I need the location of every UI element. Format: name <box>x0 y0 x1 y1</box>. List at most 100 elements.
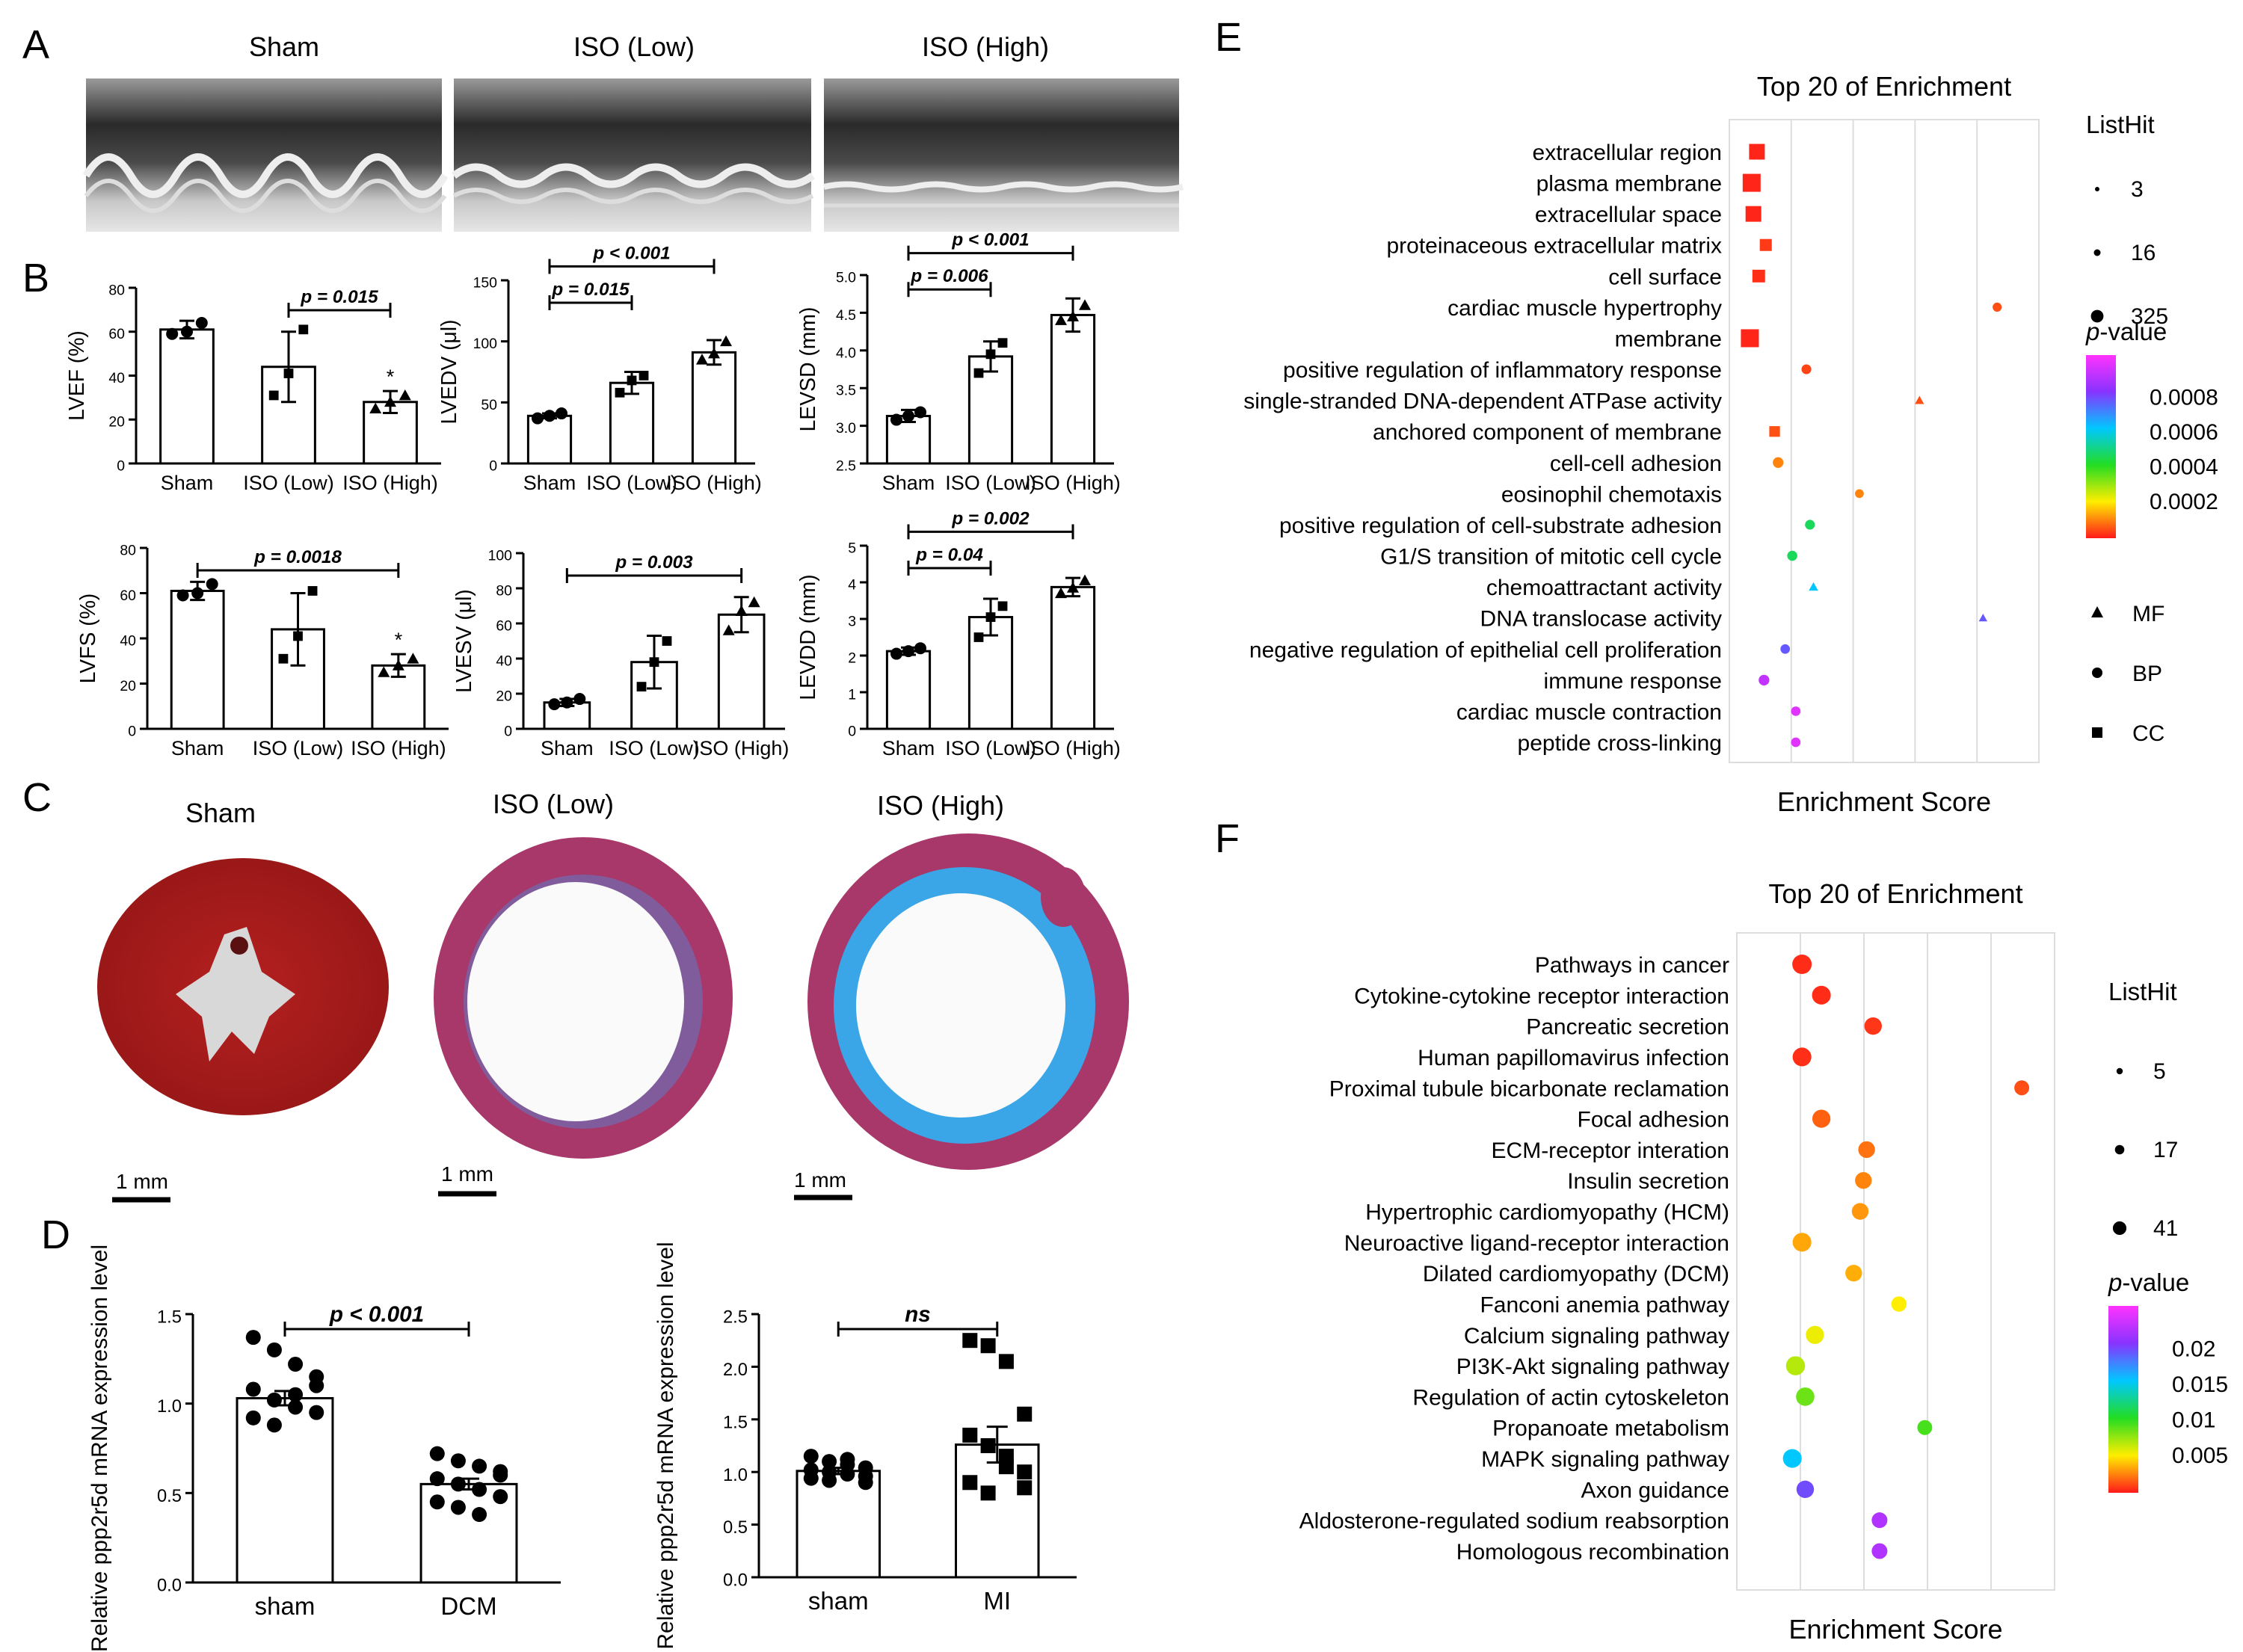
category-label: ISO (Low) <box>945 472 1036 494</box>
legend-pvalue-tick: 0.0006 <box>2150 420 2218 445</box>
term-label: Pathways in cancer <box>1535 953 1729 978</box>
y-tick-label: 0 <box>489 457 497 474</box>
data-point <box>399 389 411 401</box>
data-point <box>1079 574 1092 585</box>
data-point <box>288 1387 304 1402</box>
y-tick-label: 60 <box>120 588 136 604</box>
data-point-circle <box>1851 1203 1869 1220</box>
legend-size-dot <box>2116 1067 2123 1075</box>
y-tick-label: 1.0 <box>157 1396 182 1417</box>
data-point-circle <box>1917 1420 1933 1435</box>
y-tick-label: 1 <box>848 686 856 703</box>
data-point <box>1067 310 1079 321</box>
echo-image-sham <box>82 78 449 232</box>
data-point <box>822 1473 837 1488</box>
data-point <box>890 647 902 660</box>
data-point <box>407 653 419 664</box>
category-label: Sham <box>882 472 935 494</box>
term-label: proteinaceous extracellular matrix <box>1386 234 1722 259</box>
data-point <box>278 653 289 664</box>
data-point <box>722 624 735 635</box>
scale-bar-label: 1 mm <box>794 1168 846 1192</box>
y-tick-label: 0 <box>128 723 136 739</box>
data-point-circle <box>1787 550 1797 561</box>
data-point <box>998 1354 1014 1369</box>
term-label: Neuroactive ligand-receptor interaction <box>1344 1231 1729 1256</box>
legend-pvalue-title: p-value <box>2108 1269 2189 1296</box>
significance-label: ns <box>905 1302 931 1327</box>
bar <box>1050 585 1096 730</box>
y-axis-label: LVEDV (μl) <box>437 319 461 424</box>
bar <box>236 1396 334 1584</box>
term-label: cell-cell adhesion <box>1550 451 1722 476</box>
y-tick-label: 20 <box>496 688 512 704</box>
data-point <box>985 349 996 360</box>
y-tick-label: 60 <box>108 326 125 342</box>
data-point <box>615 387 625 398</box>
plot-frame <box>1736 932 2055 1591</box>
y-tick-label: 5 <box>848 540 856 556</box>
term-label: Aldosterone-regulated sodium reabsorptio… <box>1299 1509 1729 1534</box>
enrichment-title: Top 20 of Enrichment <box>1757 71 2011 102</box>
data-point <box>662 636 672 646</box>
y-tick-label: 2.0 <box>723 1360 748 1380</box>
y-tick-label: 50 <box>481 397 497 413</box>
data-point <box>544 410 556 422</box>
category-label: ISO (Low) <box>243 472 334 494</box>
data-point <box>695 354 708 365</box>
y-axis-label: Relative ppp2r5d mRNA expression level <box>653 1242 678 1649</box>
term-label: Propanoate metabolism <box>1492 1417 1729 1441</box>
data-point-circle <box>1812 985 1831 1005</box>
data-point <box>998 1459 1014 1475</box>
y-axis-label: LEVSD (mm) <box>796 307 820 432</box>
data-point <box>914 406 927 419</box>
legend-size-label: 41 <box>2153 1216 2178 1241</box>
data-point <box>973 368 984 378</box>
data-point-circle <box>1791 737 1801 748</box>
legend-size-label: 325 <box>2131 304 2168 329</box>
data-point-circle <box>1785 1356 1806 1375</box>
data-point <box>429 1446 445 1461</box>
category-label: ISO (Low) <box>945 737 1036 759</box>
term-label: plasma membrane <box>1536 172 1722 197</box>
y-tick-label: 3 <box>848 613 856 629</box>
data-point <box>980 1485 996 1501</box>
data-point <box>962 1475 978 1491</box>
data-point <box>962 1427 978 1443</box>
significance-label: p = 0.015 <box>300 287 378 307</box>
echo-title-sham: Sham <box>249 31 319 62</box>
data-point <box>822 1454 837 1470</box>
data-point <box>309 1405 324 1420</box>
y-tick-label: 80 <box>496 582 512 599</box>
category-label: MI <box>983 1587 1011 1615</box>
bar <box>885 650 932 730</box>
category-label: ISO (High) <box>1025 472 1121 494</box>
term-label: anchored component of membrane <box>1373 420 1722 445</box>
significance-label: p = 0.003 <box>615 552 693 573</box>
y-tick-label: 80 <box>108 282 125 298</box>
data-point <box>997 601 1008 611</box>
y-axis-label: Relative ppp2r5d mRNA expression level <box>87 1245 112 1652</box>
y-tick-label: 2 <box>848 650 856 666</box>
data-point <box>206 578 218 591</box>
data-point <box>429 1471 445 1487</box>
category-label: DCM <box>440 1592 496 1620</box>
scale-bar-sham: 1 mm <box>112 1170 170 1203</box>
term-label: Calcium signaling pathway <box>1464 1324 1729 1349</box>
data-point <box>384 395 396 407</box>
data-point <box>1017 1464 1033 1480</box>
y-tick-label: 5.0 <box>836 269 856 286</box>
y-tick-label: 0.5 <box>723 1517 748 1538</box>
data-point <box>245 1410 261 1426</box>
data-point <box>450 1500 466 1515</box>
data-point <box>298 324 309 335</box>
echo-image-iso-low <box>451 78 816 232</box>
category-label: ISO (High) <box>1025 737 1121 759</box>
y-tick-label: 60 <box>496 617 512 634</box>
y-tick-label: 0 <box>848 723 856 739</box>
data-point <box>245 1381 261 1397</box>
data-point <box>720 335 733 347</box>
term-label: negative regulation of epithelial cell p… <box>1249 638 1722 662</box>
data-point <box>556 407 568 420</box>
